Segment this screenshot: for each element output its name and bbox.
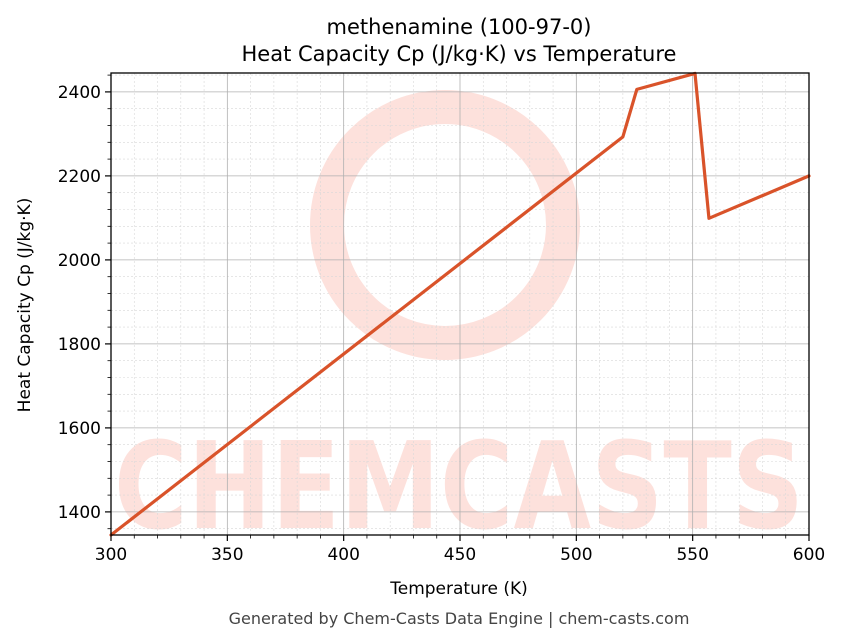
watermark-logo-ring — [310, 90, 580, 360]
y-axis-label: Heat Capacity Cp (J/kg·K) — [15, 198, 35, 413]
watermark-text: CHEMCASTS — [114, 418, 804, 557]
footer-text: Generated by Chem-Casts Data Engine | ch… — [229, 609, 690, 628]
y-tick-label: 2200 — [58, 167, 101, 187]
chart-title-line1: methenamine (100-97-0) — [327, 15, 592, 39]
x-tick-label: 550 — [676, 545, 708, 565]
x-tick-label: 300 — [95, 545, 127, 565]
x-tick-label: 450 — [444, 545, 476, 565]
x-axis-label: Temperature (K) — [389, 579, 528, 599]
y-tick-label: 1600 — [58, 419, 101, 439]
watermark: CHEMCASTS — [114, 90, 804, 557]
x-tick-label: 500 — [560, 545, 592, 565]
y-tick-label: 2000 — [58, 251, 101, 271]
x-axis-ticks: 300 350 400 450 500 550 600 — [95, 535, 825, 565]
series-group — [109, 71, 811, 537]
y-axis-ticks: 1400 1600 1800 2000 2200 2400 — [58, 74, 111, 530]
y-tick-label: 2400 — [58, 83, 101, 103]
x-tick-label: 400 — [327, 545, 359, 565]
y-tick-label: 1800 — [58, 335, 101, 355]
chart-title-line2: Heat Capacity Cp (J/kg·K) vs Temperature — [242, 42, 677, 66]
x-tick-label: 350 — [211, 545, 243, 565]
y-tick-label: 1400 — [58, 503, 101, 523]
series-line — [109, 71, 811, 537]
x-tick-label: 600 — [793, 545, 825, 565]
